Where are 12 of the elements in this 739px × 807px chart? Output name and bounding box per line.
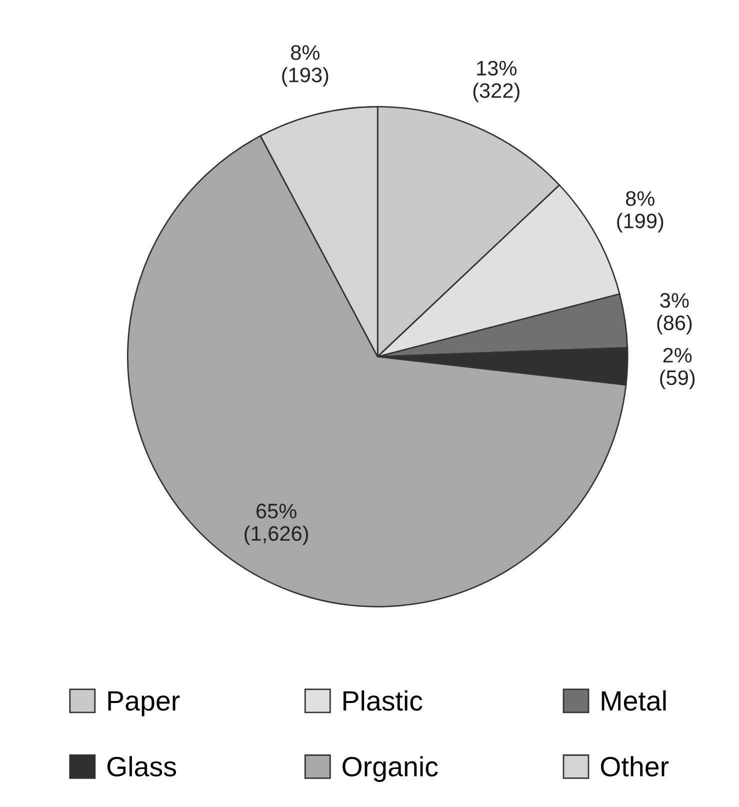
data-label: 65% (1,626) [244, 504, 308, 545]
legend-label: Other [600, 756, 669, 777]
legend-label: Metal [602, 690, 666, 711]
legend-label: Plastic [344, 690, 422, 711]
data-label: 3% (86) [657, 293, 692, 334]
data-label: 13% (322) [473, 60, 520, 102]
legend-label: Paper [108, 691, 180, 716]
data-label: 8% (193) [282, 45, 328, 86]
legend-label: Glass [107, 756, 176, 777]
data-label: 8% (199) [617, 191, 664, 232]
data-label: 2% (59) [660, 348, 695, 390]
legend-label: Organic [342, 756, 438, 782]
